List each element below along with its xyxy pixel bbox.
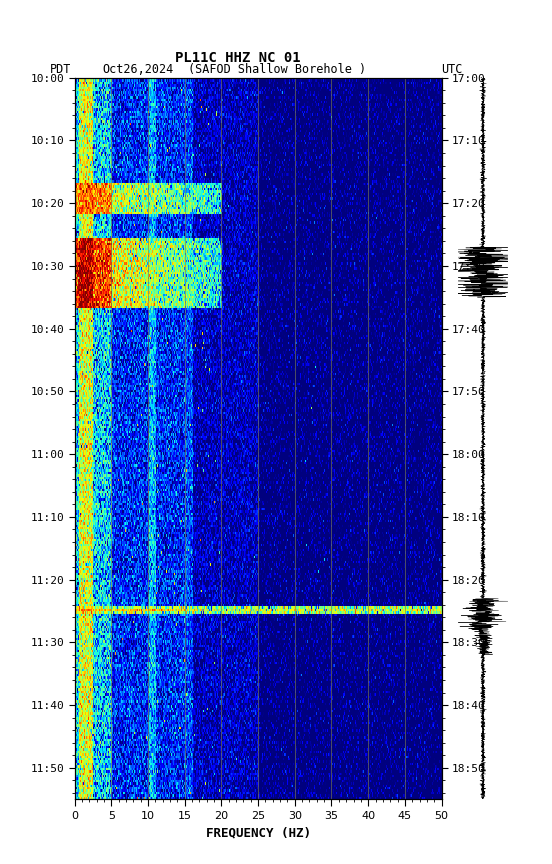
Text: PL11C HHZ NC 01: PL11C HHZ NC 01	[174, 51, 300, 65]
Text: Oct26,2024: Oct26,2024	[102, 63, 173, 76]
Text: (SAFOD Shallow Borehole ): (SAFOD Shallow Borehole )	[188, 63, 366, 76]
X-axis label: FREQUENCY (HZ): FREQUENCY (HZ)	[205, 827, 311, 840]
Text: UTC: UTC	[442, 63, 463, 76]
Text: PDT: PDT	[50, 63, 71, 76]
